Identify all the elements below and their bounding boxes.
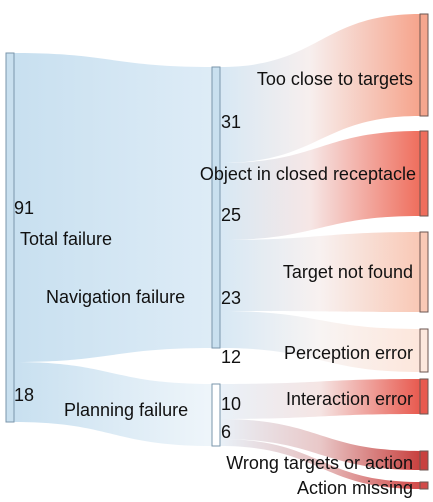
node-interaction-error bbox=[419, 378, 429, 415]
flow-planning-to-action-missing bbox=[220, 439, 420, 489]
label-action-missing: Action missing bbox=[297, 478, 413, 498]
label-object-in-closed-receptacle: Object in closed receptacle bbox=[200, 164, 416, 184]
flow-planning-to-interaction-error bbox=[220, 379, 420, 419]
flow-navigation-to-perception-error bbox=[220, 311, 420, 372]
flow-planning-to-wrong-targets bbox=[220, 419, 420, 470]
value-label-perception-error: 12 bbox=[221, 347, 241, 367]
node-wrong-targets-or-action bbox=[419, 450, 429, 471]
label-planning-failure: Planning failure bbox=[64, 400, 188, 420]
label-target-not-found: Target not found bbox=[283, 262, 413, 282]
flow-total-to-navigation bbox=[14, 53, 212, 362]
label-perception-error: Perception error bbox=[284, 343, 413, 363]
label-interaction-error: Interaction error bbox=[286, 389, 413, 409]
value-label-total-navigation: 91 bbox=[14, 198, 34, 218]
node-perception-error bbox=[419, 328, 429, 373]
value-label-interaction-error: 10 bbox=[221, 394, 241, 414]
flow-total-to-planning bbox=[14, 362, 212, 446]
value-label-closed-receptacle: 25 bbox=[221, 205, 241, 225]
node-navigation-failure bbox=[211, 66, 221, 349]
label-total-failure: Total failure bbox=[20, 229, 112, 249]
flow-navigation-to-target-not-found bbox=[220, 232, 420, 312]
node-planning-failure bbox=[211, 383, 221, 447]
value-label-total-planning: 18 bbox=[14, 385, 34, 405]
node-action-missing bbox=[419, 481, 429, 490]
value-label-target-not-found: 23 bbox=[221, 288, 241, 308]
node-too-close-to-targets bbox=[419, 13, 429, 117]
flow-navigation-to-too-close bbox=[220, 14, 420, 163]
value-label-too-close: 31 bbox=[221, 112, 241, 132]
label-navigation-failure: Navigation failure bbox=[46, 287, 185, 307]
node-target-not-found bbox=[419, 231, 429, 313]
flow-navigation-to-closed-receptacle bbox=[220, 131, 420, 240]
node-total-failure bbox=[5, 52, 15, 423]
label-wrong-targets-or-action: Wrong targets or action bbox=[226, 453, 413, 473]
value-label-wrong-targets: 6 bbox=[221, 422, 231, 442]
node-object-in-closed-receptacle bbox=[419, 130, 429, 217]
label-too-close-to-targets: Too close to targets bbox=[257, 69, 413, 89]
